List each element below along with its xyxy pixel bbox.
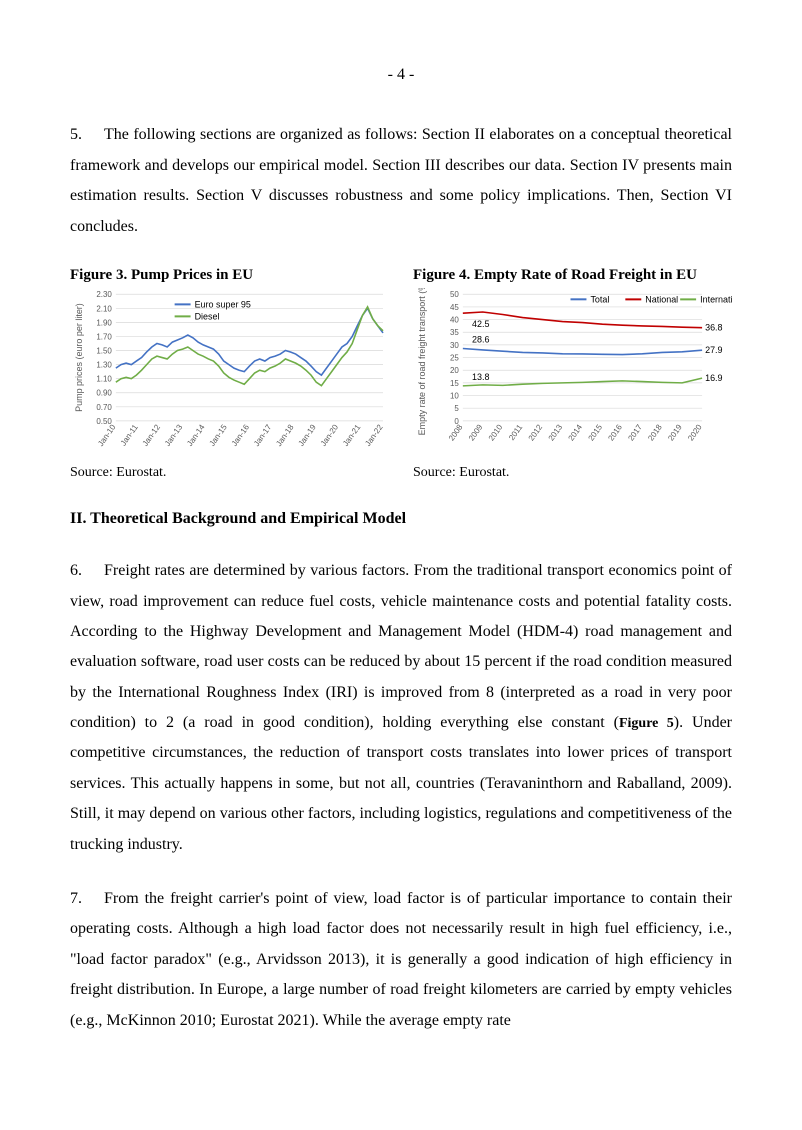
svg-text:2.30: 2.30	[96, 290, 112, 299]
para-num: 7.	[70, 884, 104, 914]
figure-3-source: Source: Eurostat.	[70, 465, 389, 482]
svg-text:36.8: 36.8	[705, 323, 722, 333]
svg-text:2017: 2017	[626, 422, 644, 442]
figure-3-chart: 0.500.700.901.101.301.501.701.902.102.30…	[70, 288, 389, 463]
svg-text:Total: Total	[590, 294, 609, 304]
svg-text:Jan-13: Jan-13	[163, 422, 185, 448]
para-num: 5.	[70, 120, 104, 150]
svg-text:0.90: 0.90	[96, 389, 112, 398]
svg-text:2012: 2012	[527, 422, 545, 442]
svg-text:2.10: 2.10	[96, 304, 112, 313]
svg-text:Jan-11: Jan-11	[119, 422, 140, 447]
svg-text:2009: 2009	[467, 422, 485, 442]
svg-text:Jan-22: Jan-22	[363, 422, 385, 448]
svg-text:15: 15	[450, 379, 459, 388]
svg-text:2013: 2013	[547, 422, 565, 442]
para-text: The following sections are organized as …	[70, 126, 732, 234]
svg-text:2015: 2015	[587, 422, 605, 442]
svg-text:13.8: 13.8	[472, 372, 489, 382]
figure-4: Figure 4. Empty Rate of Road Freight in …	[413, 266, 732, 482]
svg-text:10: 10	[450, 391, 459, 400]
svg-text:25: 25	[450, 354, 459, 363]
svg-text:Pump prices (euro per liter): Pump prices (euro per liter)	[74, 303, 84, 412]
paragraph-7: 7.From the freight carrier's point of vi…	[70, 884, 732, 1036]
para-text: From the freight carrier's point of view…	[70, 890, 732, 1029]
figure-5-ref: Figure 5	[619, 716, 674, 731]
svg-text:2008: 2008	[447, 422, 465, 442]
svg-text:1.90: 1.90	[96, 318, 112, 327]
figure-4-title: Figure 4. Empty Rate of Road Freight in …	[413, 266, 732, 284]
svg-text:International: International	[700, 294, 732, 304]
para-num: 6.	[70, 556, 104, 586]
para-text-pre: Freight rates are determined by various …	[70, 562, 732, 731]
svg-text:2014: 2014	[567, 422, 585, 442]
svg-text:1.70: 1.70	[96, 332, 112, 341]
svg-text:20: 20	[450, 366, 459, 375]
figures-row: Figure 3. Pump Prices in EU 0.500.700.90…	[70, 266, 732, 482]
figure-4-chart: 0510152025303540455020082009201020112012…	[413, 288, 732, 463]
svg-text:1.10: 1.10	[96, 375, 112, 384]
svg-text:2018: 2018	[646, 422, 664, 442]
svg-text:2010: 2010	[487, 422, 505, 442]
svg-text:Diesel: Diesel	[195, 311, 220, 321]
svg-text:Jan-21: Jan-21	[341, 422, 363, 448]
svg-text:2016: 2016	[606, 422, 624, 442]
svg-text:Jan-19: Jan-19	[297, 422, 319, 448]
svg-text:0.70: 0.70	[96, 403, 112, 412]
svg-text:National: National	[645, 294, 678, 304]
svg-text:Jan-15: Jan-15	[207, 422, 229, 448]
svg-text:2019: 2019	[666, 422, 684, 442]
svg-text:50: 50	[450, 290, 459, 299]
svg-text:27.9: 27.9	[705, 345, 722, 355]
svg-text:28.6: 28.6	[472, 334, 489, 344]
figure-4-source: Source: Eurostat.	[413, 465, 732, 482]
page-number: - 4 -	[70, 60, 732, 90]
svg-text:35: 35	[450, 328, 459, 337]
section-2-heading: II. Theoretical Background and Empirical…	[70, 504, 732, 534]
svg-text:16.9: 16.9	[705, 373, 722, 383]
paragraph-6: 6.Freight rates are determined by variou…	[70, 556, 732, 860]
svg-text:Jan-20: Jan-20	[319, 422, 341, 448]
svg-text:45: 45	[450, 303, 459, 312]
figure-3: Figure 3. Pump Prices in EU 0.500.700.90…	[70, 266, 389, 482]
para-text-post: ). Under competitive circumstances, the …	[70, 714, 732, 853]
svg-text:Jan-14: Jan-14	[185, 422, 207, 448]
svg-text:Jan-10: Jan-10	[96, 422, 118, 448]
svg-text:Euro super 95: Euro super 95	[195, 299, 251, 309]
svg-text:Jan-17: Jan-17	[252, 422, 274, 448]
svg-text:1.50: 1.50	[96, 346, 112, 355]
svg-text:30: 30	[450, 341, 459, 350]
paragraph-5: 5.The following sections are organized a…	[70, 120, 732, 242]
svg-text:1.30: 1.30	[96, 361, 112, 370]
svg-text:2011: 2011	[507, 422, 525, 442]
svg-text:Empty rate of road freight tra: Empty rate of road freight transport (%)	[417, 288, 427, 435]
svg-text:2020: 2020	[686, 422, 704, 442]
svg-text:Jan-18: Jan-18	[274, 422, 296, 448]
svg-text:42.5: 42.5	[472, 319, 489, 329]
svg-text:5: 5	[454, 404, 459, 413]
svg-text:Jan-16: Jan-16	[230, 422, 252, 448]
svg-text:Jan-12: Jan-12	[141, 422, 163, 448]
figure-3-title: Figure 3. Pump Prices in EU	[70, 266, 389, 284]
svg-text:40: 40	[450, 316, 459, 325]
